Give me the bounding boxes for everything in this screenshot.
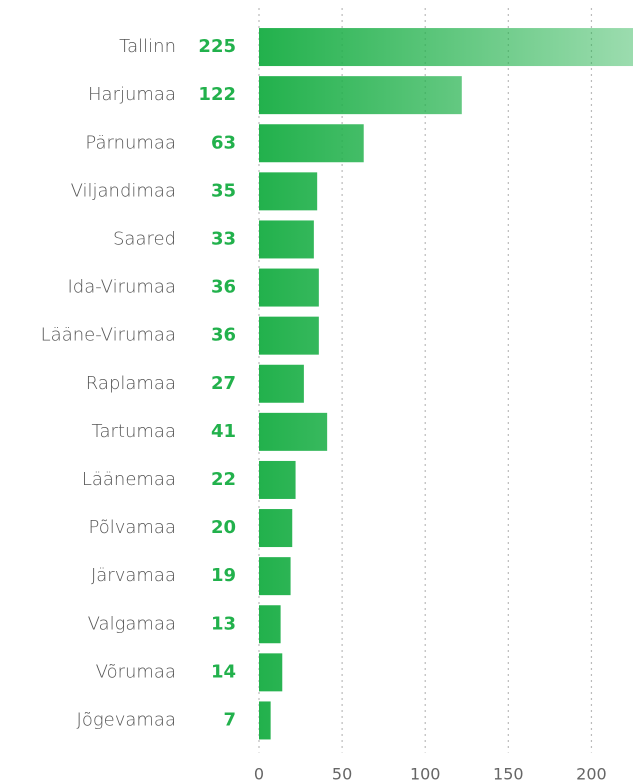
bar (259, 364, 304, 403)
value-label: 19 (211, 565, 236, 586)
bar (259, 172, 318, 211)
category-label: Põlvamaa (88, 517, 176, 538)
value-label: 36 (211, 277, 236, 298)
bar (259, 76, 462, 115)
value-label: 14 (211, 661, 236, 682)
category-label: Tallinn (119, 36, 176, 57)
value-label: 35 (211, 180, 236, 201)
category-label: Raplamaa (86, 373, 176, 394)
category-label: Läänemaa (82, 469, 176, 490)
value-label: 13 (211, 613, 236, 634)
value-label: 63 (211, 132, 236, 153)
category-label: Saared (113, 228, 176, 249)
value-label: 22 (211, 469, 236, 490)
category-label: Pärnumaa (85, 132, 176, 153)
x-tick-label: 150 (493, 765, 524, 784)
category-label: Järvamaa (91, 565, 176, 586)
category-label: Jõgevamaa (77, 709, 176, 730)
category-label: Võrumaa (96, 661, 176, 682)
x-tick-label: 50 (332, 765, 352, 784)
value-label: 122 (198, 84, 236, 105)
bar (259, 557, 291, 596)
value-label: 33 (211, 228, 236, 249)
x-tick-label: 200 (576, 765, 607, 784)
value-label: 225 (198, 36, 236, 57)
category-label: Tartumaa (91, 421, 176, 442)
category-label: Lääne-Virumaa (41, 325, 176, 346)
category-label: Ida-Virumaa (67, 277, 176, 298)
category-label: Valgamaa (88, 613, 176, 634)
bar (259, 460, 296, 499)
bar (259, 124, 364, 163)
value-label: 20 (211, 517, 236, 538)
bar (259, 268, 319, 307)
x-tick-label: 100 (410, 765, 441, 784)
bar (259, 605, 281, 644)
bar (259, 316, 319, 355)
bar (259, 412, 328, 451)
bar (259, 701, 271, 740)
value-label: 41 (211, 421, 236, 442)
category-label: Harjumaa (88, 84, 176, 105)
x-tick-label: 0 (254, 765, 264, 784)
bar (259, 509, 293, 548)
value-label: 7 (223, 709, 236, 730)
category-label: Viljandimaa (71, 180, 176, 201)
value-label: 27 (211, 373, 236, 394)
bar (259, 653, 283, 692)
bar (259, 28, 633, 67)
value-label: 36 (211, 325, 236, 346)
bar (259, 220, 314, 259)
